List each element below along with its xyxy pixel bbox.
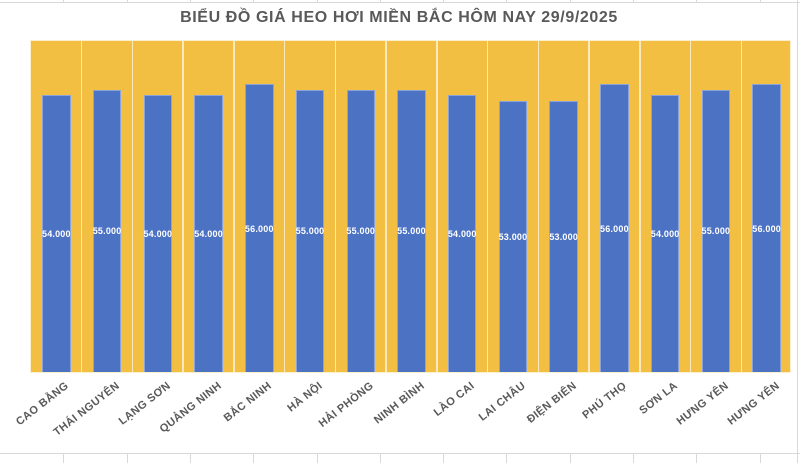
gridline-stub	[570, 453, 571, 463]
bar-value-label: 54.000	[194, 229, 223, 239]
column-separator	[588, 41, 590, 372]
bar-value-label: 55.000	[397, 226, 426, 237]
gridline-stub	[317, 453, 318, 463]
bar-value-label: 53.000	[549, 231, 579, 242]
column-separator	[80, 41, 83, 372]
column-separator	[385, 41, 387, 372]
gridline-stub	[127, 0, 128, 3]
spreadsheet-gridline-right	[797, 0, 798, 463]
bar-value-label: 56.000	[244, 223, 274, 234]
bar-lào-cai: 54.000	[448, 95, 477, 372]
bar-value-label: 55.000	[701, 226, 731, 237]
bar-hưng-yên: 55.000	[701, 89, 731, 372]
bar-hải-phòng: 55.000	[346, 89, 376, 372]
spreadsheet-gridline-bottom	[0, 453, 800, 454]
gridline-stub	[760, 0, 761, 3]
column-separator	[233, 41, 235, 372]
bar-value-label: 56.000	[752, 223, 781, 234]
bar-value-label: 55.000	[346, 226, 376, 237]
gridline-stub	[760, 453, 761, 463]
gridline-stub	[506, 453, 507, 463]
bar-thái-nguyên: 55.000	[92, 89, 122, 372]
gridline-stub	[380, 453, 381, 463]
pig-price-bar-chart[interactable]: BIỂU ĐỒ GIÁ HEO HƠI MIỀN BẮC HÔM NAY 29/…	[2, 3, 796, 452]
bar-lai-châu: 53.000	[498, 100, 528, 372]
gridline-stub	[633, 0, 634, 3]
bar-hà-nội: 55.000	[295, 89, 325, 372]
gridline-stub	[127, 453, 128, 463]
gridline-stub	[570, 0, 571, 3]
bar-value-label: 54.000	[143, 229, 173, 239]
column-separator	[639, 41, 641, 372]
gridline-stub	[380, 0, 381, 3]
column-separator	[334, 41, 337, 372]
gridline-stub	[317, 0, 318, 3]
gridline-stub	[696, 453, 697, 463]
column-separator	[537, 41, 540, 372]
bar-value-label: 54.000	[41, 229, 71, 239]
bar-value-label: 55.000	[295, 226, 325, 237]
gridline-stub	[506, 0, 507, 3]
column-separator	[740, 41, 743, 372]
chart-title: BIỂU ĐỒ GIÁ HEO HƠI MIỀN BẮC HÔM NAY 29/…	[180, 9, 618, 26]
gridline-stub	[633, 453, 634, 463]
bar-value-label: 53.000	[498, 231, 528, 242]
column-separator	[436, 41, 438, 372]
bar-điện-biên: 53.000	[549, 100, 579, 372]
column-separator	[283, 41, 286, 372]
gridline-stub	[190, 453, 191, 463]
plot-area: 54.000 55.000 54.000 54.000 56.000 55.000 55.0…	[30, 40, 791, 373]
bar-hưng-yên: 56.000	[752, 84, 781, 372]
spreadsheet-gridline-top	[0, 2, 800, 3]
gridline-stub	[443, 0, 444, 3]
bar-sơn-la: 54.000	[651, 95, 680, 372]
column-separator	[486, 41, 489, 372]
column-separator	[689, 41, 692, 372]
gridline-stub	[253, 0, 254, 3]
bar-lạng-sơn: 54.000	[143, 95, 173, 372]
bar-value-label: 54.000	[650, 229, 680, 239]
bar-value-label: 56.000	[600, 223, 629, 234]
gridline-stub	[190, 0, 191, 3]
gridline-stub	[253, 453, 254, 463]
bar-bắc-ninh: 56.000	[245, 84, 274, 372]
bar-cao-bằng: 54.000	[42, 95, 71, 372]
gridline-stub	[63, 453, 64, 463]
column-separator	[182, 41, 184, 372]
column-separator	[131, 41, 134, 372]
gridline-stub	[696, 0, 697, 3]
bar-phú-thọ: 56.000	[600, 84, 629, 372]
gridline-stub	[443, 453, 444, 463]
bar-value-label: 55.000	[92, 226, 122, 237]
gridline-stub	[63, 0, 64, 3]
bar-value-label: 54.000	[447, 229, 477, 239]
bar-quảng-ninh: 54.000	[194, 95, 223, 372]
bar-ninh-bình: 55.000	[397, 89, 426, 372]
